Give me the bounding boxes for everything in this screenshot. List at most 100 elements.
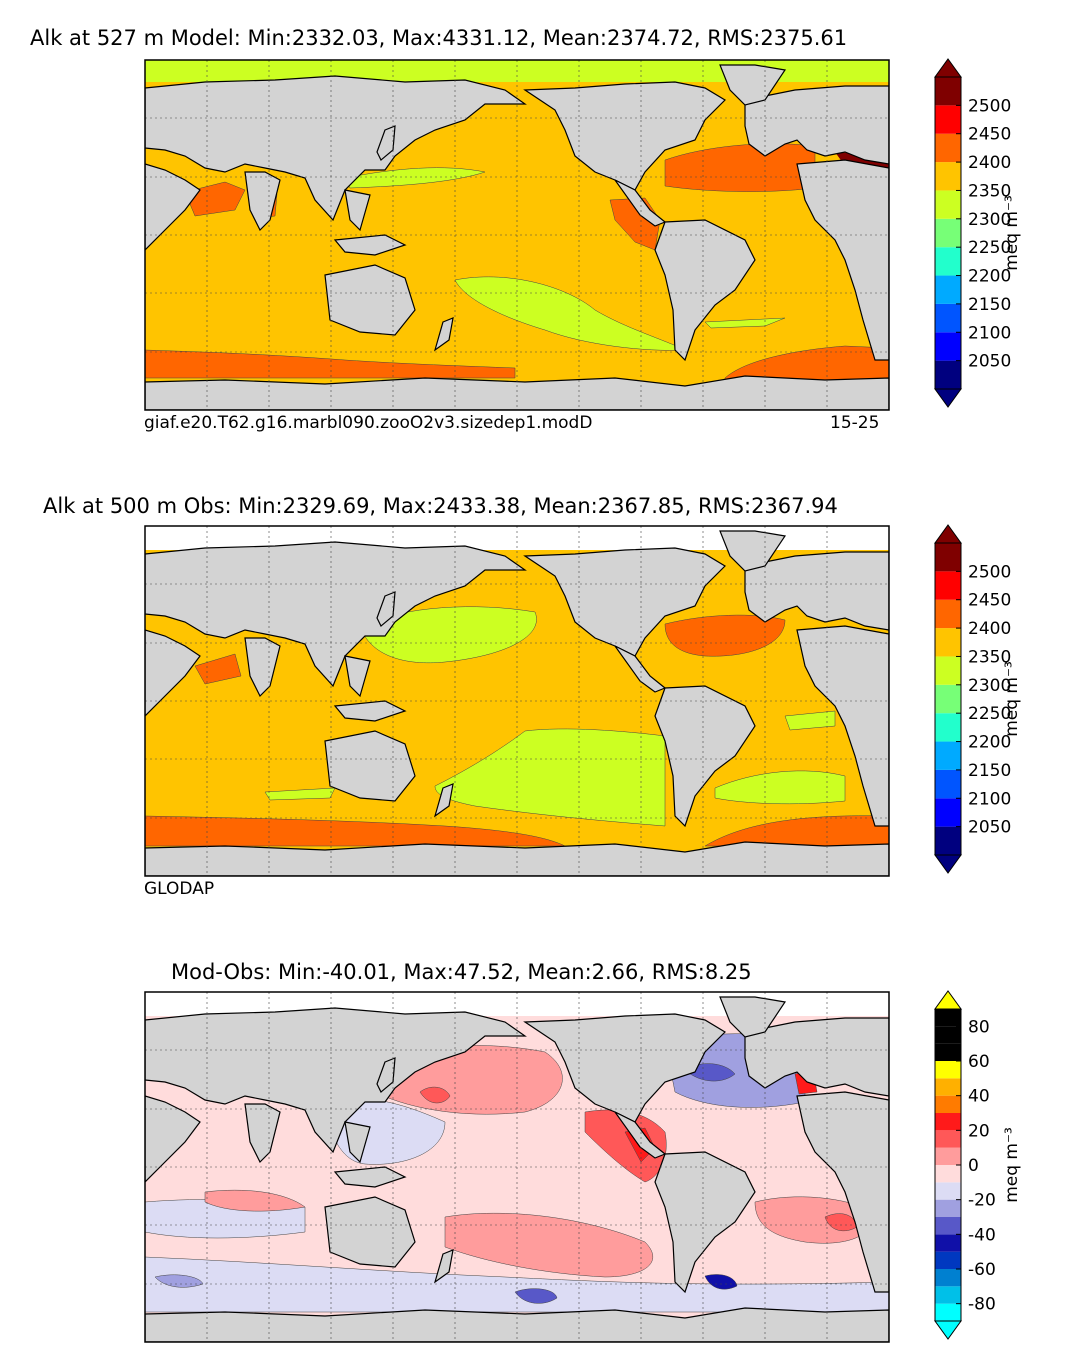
panel3-southern-ocean-spot2 [704,1274,738,1290]
panel3-colorbar-tick-label: 0 [968,1156,979,1176]
panel1-colorbar-tick-label: 2100 [968,323,1011,343]
panel2-colorbar-tick-label: 2350 [968,647,1011,667]
panel2-colorbar-bin [935,826,961,855]
panel1-years: 15-25 [830,413,880,433]
panel1-colorbar-extend-max [934,58,962,78]
panel2-colorbar-bin [935,684,961,714]
panel3-colorbar-bin [935,1217,961,1235]
panel1-title: Alk at 527 m Model: Min:2332.03, Max:433… [30,26,848,50]
panel3-map-frame [144,991,890,1343]
panel3-colorbar-tick-label: -60 [968,1260,996,1280]
panel3-colorbar-bin [935,1251,961,1269]
panel2-colorbar-tick-label: 2200 [968,733,1011,753]
panel1-colorbar-bin [935,190,961,219]
panel3-colorbar-extend-max [934,990,962,1010]
panel2-colorbar-tick-label: 2250 [968,704,1011,724]
panel3-colorbar-bin [935,1165,961,1183]
panel2-source: GLODAP [144,879,215,899]
panel3-gridlines [145,992,889,1342]
panel2-colorbar-bin [935,713,961,742]
panel2-colorbar-tick-label: 2150 [968,761,1011,781]
panel3-colorbar-bin [935,1182,961,1200]
panel2-colorbar-tick-label: 2450 [968,591,1011,611]
panel1-colorbar-tick-label: 2200 [968,267,1011,287]
panel1-colorbar-tick-label: 2250 [968,238,1011,258]
panel1-colorbar-bin [935,162,961,191]
panel2-colorbar-tick-label: 2400 [968,619,1011,639]
panel3-north-pacific-core [419,1086,451,1104]
panel1-colorbar-bin [935,218,961,248]
panel3-colorbar-bin [935,1095,961,1113]
panel3-southern-ocean-spot1 [514,1288,558,1304]
panel3-colorbar-extend-min [934,1320,962,1340]
panel3-colorbar-tick-label: -20 [968,1191,996,1211]
panel1-colorbar-tick-label: 2350 [968,181,1011,201]
panel2-south-atlantic-low [714,770,846,805]
panel2-colorbar-bin [935,628,961,657]
panel1-colorbar-extend-min [934,388,962,408]
panel2-colorbar-bin [935,656,961,685]
panel2-north-atlantic-high [664,614,786,657]
panel2-colorbar-bin [935,798,961,827]
panel1-colorbar-bin [935,360,961,389]
panel2-colorbar-bin [935,741,961,770]
panel1-colorbar-bin [935,332,961,361]
panel1-colorbar-bin [935,275,961,304]
panel2-south-atlantic-east [784,710,836,731]
panel2-indian-ocean-low [264,787,336,801]
panel2-colorbar-tick-label: 2050 [968,818,1011,838]
panel3-colorbar-tick-label: -40 [968,1225,996,1245]
panel3-colorbar-bin [935,1078,961,1096]
panel3-colorbar-tick-label: 40 [968,1087,990,1107]
panel3-colorbar-tick-label: 60 [968,1052,990,1072]
panel1-colorbar-tick-label: 2150 [968,295,1011,315]
panel1-colorbar: 2050 2100 2150 2200 2250 2300 2350 2400 2450 2500… [934,58,1022,408]
panel1-gridlines [145,60,889,410]
panel1-north-pacific-tongue [344,167,486,189]
panel2-colorbar-bin [935,769,961,799]
panel1-colorbar-tick-label: 2450 [968,125,1011,145]
panel2-colorbar-tick-label: 2500 [968,562,1011,582]
panel3-colorbar-bin [935,1269,961,1287]
panel3-colorbar-tick-label: -80 [968,1295,996,1315]
panel3-colorbar-bin [935,1043,961,1061]
panel2-colorbar-bin [935,543,961,572]
panel2-map-frame [144,525,890,877]
panel1-colorbar-bin [935,303,961,333]
panel3-colorbar-bin [935,1234,961,1252]
panel2-north-pacific-low [359,606,537,664]
panel3-colorbar-label: meq m⁻³ [1002,1127,1022,1203]
panel1-colorbar-tick-label: 2500 [968,96,1011,116]
panel2-southern-ocean-west [145,815,566,847]
panel2-colorbar: 2050 2100 2150 2200 2250 2300 2350 2400 2450 2500… [934,524,1022,874]
panel1-colorbar-bin [935,77,961,106]
panel2-gridlines [145,526,889,876]
panel1-colorbar-tick-label: 2400 [968,153,1011,173]
panel1-colorbar-tick-label: 2050 [968,352,1011,372]
panel3-colorbar-bin [935,1303,961,1321]
panel3-indian-ocean-pos [204,1189,306,1212]
panel1-map [144,59,890,411]
panel3-map [144,991,890,1343]
panel3-colorbar-bin [935,1026,961,1044]
panel2-colorbar-extend-max [934,524,962,544]
panel3-colorbar-tick-label: 80 [968,1017,990,1037]
panel2-colorbar-tick-label: 2100 [968,789,1011,809]
panel2-colorbar-label: meq m⁻³ [1002,661,1022,737]
panel3-colorbar-bin [935,1286,961,1304]
panel1-colorbar-bin [935,105,961,134]
panel2-colorbar-bin [935,571,961,600]
panel1-run-name: giaf.e20.T62.g16.marbl090.zooO2v3.sizede… [144,413,593,433]
panel1-map-frame [144,59,890,411]
panel3-colorbar-tick-label: 20 [968,1121,990,1141]
panel1-colorbar-label: meq m⁻³ [1002,195,1022,271]
panel3-colorbar-bin [935,1147,961,1165]
panel2-title: Alk at 500 m Obs: Min:2329.69, Max:2433.… [43,494,838,518]
panel2-colorbar-bin [935,599,961,629]
panel3-colorbar-bin [935,1061,961,1079]
panel2-colorbar-frame [934,542,962,856]
panel3-title: Mod-Obs: Min:-40.01, Max:47.52, Mean:2.6… [171,960,752,984]
panel2-map [144,525,890,877]
panel3-colorbar-bin [935,1130,961,1148]
panel1-colorbar-tick-label: 2300 [968,210,1011,230]
